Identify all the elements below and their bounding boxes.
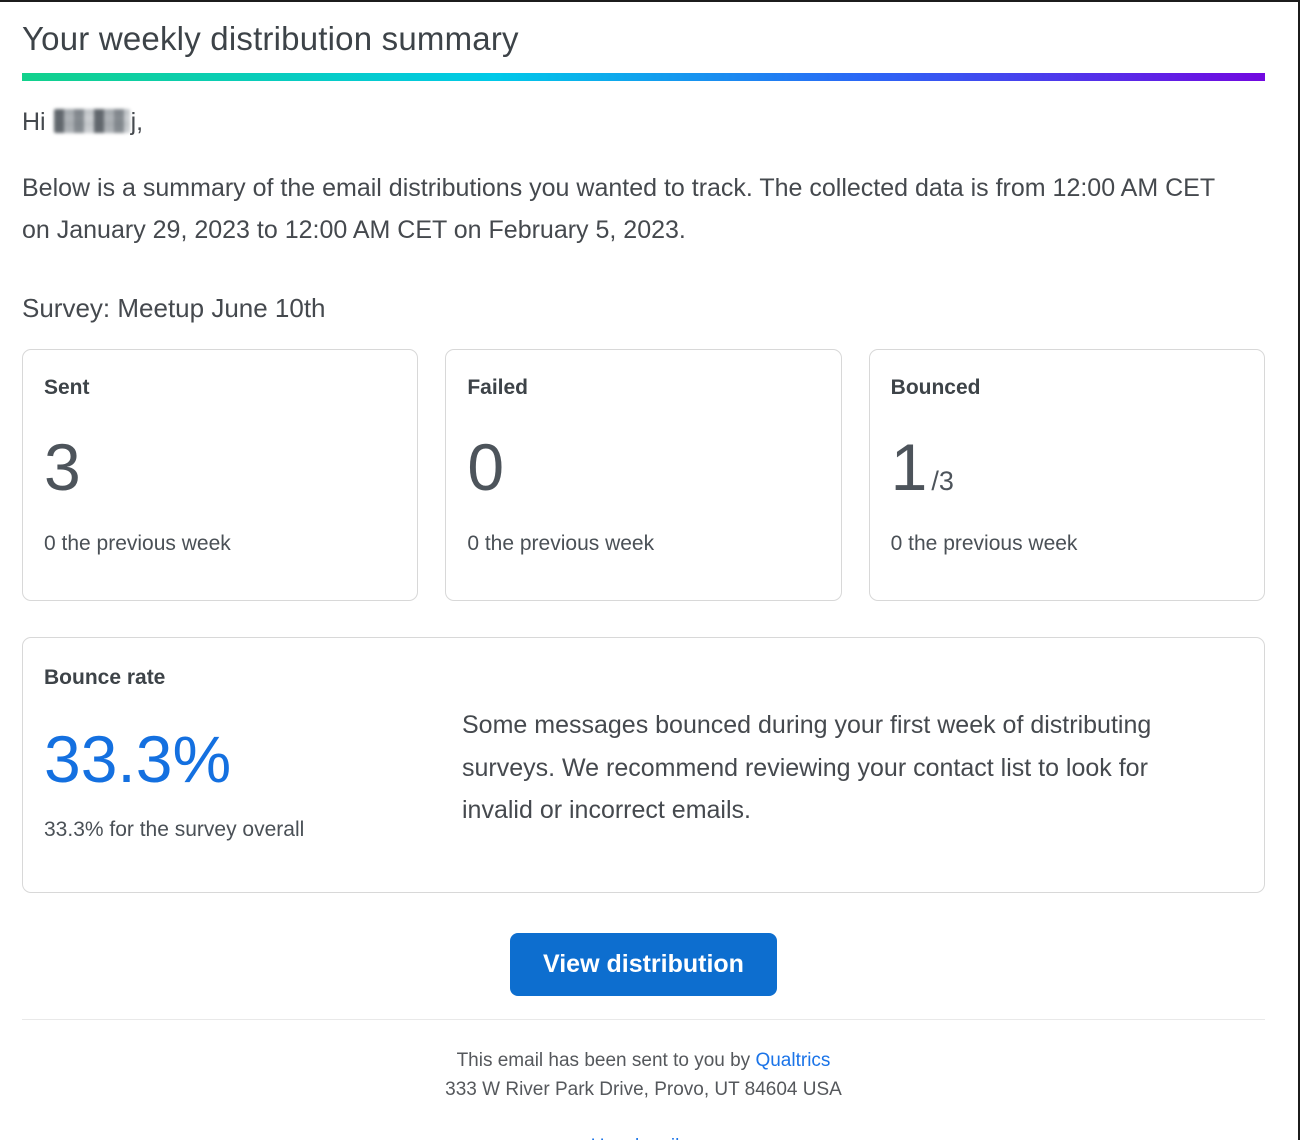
stat-value: 3 <box>44 430 81 504</box>
stat-label: Sent <box>44 376 90 399</box>
stat-value-row: 3 <box>44 434 396 500</box>
survey-heading: Survey: Meetup June 10th <box>22 293 326 323</box>
unsubscribe-container: Unsubscribe <box>22 1136 1265 1140</box>
footer-sent-by-line: This email has been sent to you by Qualt… <box>22 1046 1265 1075</box>
view-distribution-button[interactable]: View distribution <box>510 933 777 996</box>
brand-gradient-divider <box>22 73 1265 81</box>
greeting-prefix: Hi <box>22 108 46 136</box>
stat-subtext: 0 the previous week <box>467 532 655 555</box>
stat-card-sent: Sent 3 0 the previous week <box>22 349 419 601</box>
footer-divider <box>22 1019 1265 1020</box>
stat-card-bounced: Bounced 1/3 0 the previous week <box>868 349 1265 601</box>
redacted-name-blur <box>53 109 130 133</box>
bounce-rate-label: Bounce rate <box>44 666 166 689</box>
footer: This email has been sent to you by Qualt… <box>22 1046 1265 1105</box>
stat-label: Failed <box>467 376 529 399</box>
stat-value-row: 0 <box>467 434 819 500</box>
unsubscribe-link[interactable]: Unsubscribe <box>591 1136 697 1140</box>
stat-fraction: /3 <box>931 466 954 496</box>
greeting-line: Hi j, <box>22 108 1265 137</box>
stat-subtext: 0 the previous week <box>44 532 231 555</box>
stat-label: Bounced <box>890 376 981 399</box>
bounce-rate-message: Some messages bounced during your first … <box>462 711 1152 825</box>
stat-value-row: 1/3 <box>891 434 1243 500</box>
stats-row: Sent 3 0 the previous week Failed 0 0 th… <box>22 349 1265 601</box>
bounce-rate-value: 33.3% <box>44 722 232 796</box>
stat-value: 1 <box>890 430 928 504</box>
page-title: Your weekly distribution summary <box>22 20 519 57</box>
bounce-rate-stats: Bounce rate 33.3% 33.3% for the survey o… <box>44 666 462 864</box>
intro-paragraph: Below is a summary of the email distribu… <box>22 174 1215 244</box>
bounce-rate-subtext: 33.3% for the survey overall <box>44 818 305 841</box>
footer-sent-by-text: This email has been sent to you by <box>456 1050 751 1071</box>
stat-subtext: 0 the previous week <box>890 532 1078 555</box>
qualtrics-link[interactable]: Qualtrics <box>755 1050 831 1071</box>
bounce-rate-card: Bounce rate 33.3% 33.3% for the survey o… <box>22 637 1265 893</box>
cta-container: View distribution <box>22 933 1265 996</box>
stat-card-failed: Failed 0 0 the previous week <box>445 349 842 601</box>
stat-value: 0 <box>467 430 505 504</box>
footer-address: 333 W River Park Drive, Provo, UT 84604 … <box>445 1079 842 1101</box>
greeting-suffix: j, <box>130 108 144 136</box>
